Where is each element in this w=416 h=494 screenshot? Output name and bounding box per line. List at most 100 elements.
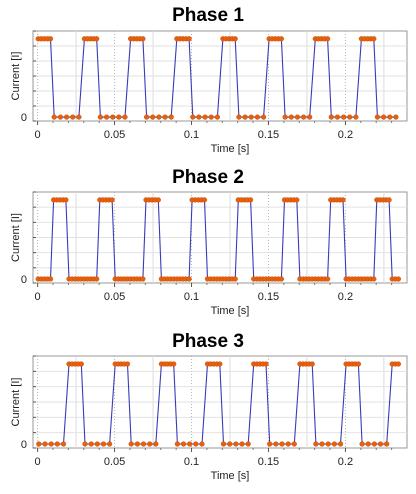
data-point	[273, 441, 279, 447]
data-point	[60, 441, 67, 447]
data-point	[331, 441, 338, 447]
y-axis-label: Current [I]	[10, 52, 22, 101]
data-point	[124, 361, 131, 367]
chart-phase-2: Phase 2 0 0.05 0.1 0.15 0.2 0 Time [s] Current […	[10, 167, 408, 317]
x-tick-label: 0.1	[184, 129, 199, 141]
data-point	[140, 276, 146, 282]
data-point	[94, 276, 100, 282]
data-point	[110, 114, 116, 120]
x-tick-label: 0.1	[184, 291, 199, 303]
data-point	[153, 441, 159, 447]
data-point	[214, 114, 221, 120]
data-point	[248, 114, 254, 120]
x-tick-label: 0	[35, 291, 41, 303]
y-axis-label: Current [I]	[10, 213, 22, 262]
chart-phase-1: Phase 1 0 0.05 0.1 0.15 0.2 0 Time [s] Current […	[10, 5, 408, 155]
data-point	[325, 276, 331, 282]
data-point	[106, 441, 113, 447]
data-point	[217, 361, 223, 367]
data-point	[134, 441, 141, 447]
x-tick-label: 0.15	[258, 129, 279, 141]
data-point	[227, 441, 233, 447]
data-point	[355, 361, 362, 367]
data-point	[309, 361, 315, 367]
x-tick-label: 0.15	[258, 456, 279, 468]
data-point	[144, 114, 150, 120]
data-point	[57, 114, 64, 120]
data-point	[88, 441, 94, 447]
data-point	[267, 441, 273, 447]
data-point	[168, 114, 174, 120]
data-point	[190, 114, 196, 120]
chart-phase-3: Phase 3 0 0.05 0.1 0.15 0.2 0 Time [s] Current […	[10, 331, 408, 482]
data-point	[140, 441, 147, 447]
data-point	[54, 441, 60, 447]
data-point	[128, 441, 134, 447]
data-point	[334, 114, 341, 120]
data-point	[103, 114, 110, 120]
x-tick-label: 0	[35, 456, 41, 468]
x-tick-label: 0.2	[338, 129, 353, 141]
data-point	[325, 36, 331, 42]
data-point	[365, 441, 371, 447]
data-point	[155, 197, 161, 203]
data-point	[116, 114, 122, 120]
data-point	[174, 441, 181, 447]
data-point	[263, 361, 269, 367]
data-point	[395, 276, 402, 282]
data-point	[70, 114, 76, 120]
data-point	[395, 361, 402, 367]
data-point	[278, 36, 285, 42]
data-point	[337, 441, 344, 447]
chart-title: Phase 1	[172, 5, 244, 26]
data-point	[371, 276, 377, 282]
data-point	[147, 441, 153, 447]
data-point	[193, 441, 199, 447]
x-tick-label: 0.05	[104, 291, 125, 303]
data-point	[122, 114, 128, 120]
data-point	[94, 36, 100, 42]
data-point	[282, 114, 288, 120]
x-tick-label: 0.15	[258, 291, 279, 303]
data-point	[82, 441, 88, 447]
data-point	[36, 441, 42, 447]
data-point	[371, 441, 378, 447]
data-point	[109, 197, 115, 203]
x-axis-label: Time [s]	[211, 470, 250, 482]
chart-title: Phase 2	[172, 167, 244, 188]
data-point	[220, 441, 227, 447]
y-tick-label: 0	[21, 439, 27, 451]
data-point	[353, 114, 359, 120]
y-tick-label: 0	[21, 112, 27, 124]
x-tick-label: 0.1	[184, 456, 199, 468]
data-point	[278, 276, 285, 282]
data-point	[393, 114, 399, 120]
data-point	[140, 36, 146, 42]
data-point	[341, 114, 347, 120]
data-point	[48, 441, 54, 447]
data-point	[328, 114, 334, 120]
data-point	[232, 276, 238, 282]
data-point	[347, 114, 353, 120]
data-point	[384, 441, 390, 447]
y-tick-label: 0	[21, 274, 27, 286]
data-point	[232, 36, 238, 42]
data-point	[233, 441, 239, 447]
data-point	[374, 114, 381, 120]
data-point	[196, 114, 202, 120]
data-point	[180, 441, 187, 447]
data-point	[186, 36, 192, 42]
data-point	[319, 441, 325, 447]
data-point	[381, 114, 387, 120]
data-point	[171, 361, 177, 367]
data-point	[288, 114, 294, 120]
data-point	[301, 114, 307, 120]
data-point	[47, 36, 54, 42]
data-point	[313, 441, 319, 447]
data-point	[359, 441, 365, 447]
data-point	[63, 197, 69, 203]
x-tick-label: 0.05	[104, 129, 125, 141]
data-point	[47, 276, 54, 282]
y-axis-label: Current [I]	[10, 378, 22, 427]
